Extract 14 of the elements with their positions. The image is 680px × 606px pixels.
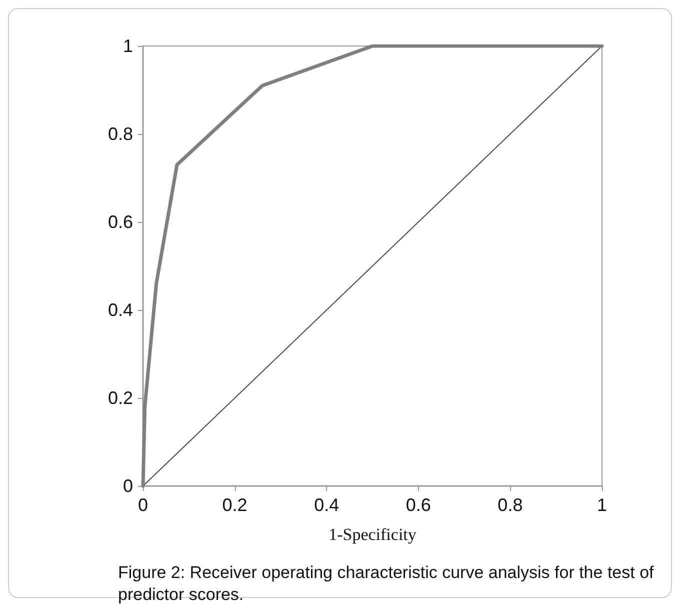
x-tick-label: 0.2 [222, 495, 248, 515]
y-tick-label: 0.4 [108, 300, 133, 320]
y-tick-label: 0 [122, 476, 133, 496]
y-tick-label: 0.8 [108, 124, 133, 144]
caption: Figure 2: Receiver operating characteristic curve analysis for the test of predictor scores. [118, 562, 655, 606]
x-tick-label: 0.6 [406, 495, 431, 515]
x-axis-title: 1-Specificity [328, 525, 417, 544]
y-tick-label: 0.2 [108, 388, 133, 408]
y-tick-label: 1 [122, 36, 133, 56]
x-tick-label: 1 [596, 495, 608, 515]
y-tick-label: 0.6 [108, 212, 133, 232]
x-tick-label: 0.4 [314, 495, 340, 515]
x-tick-label: 0.8 [498, 495, 523, 515]
x-tick-label: 0 [138, 495, 148, 515]
